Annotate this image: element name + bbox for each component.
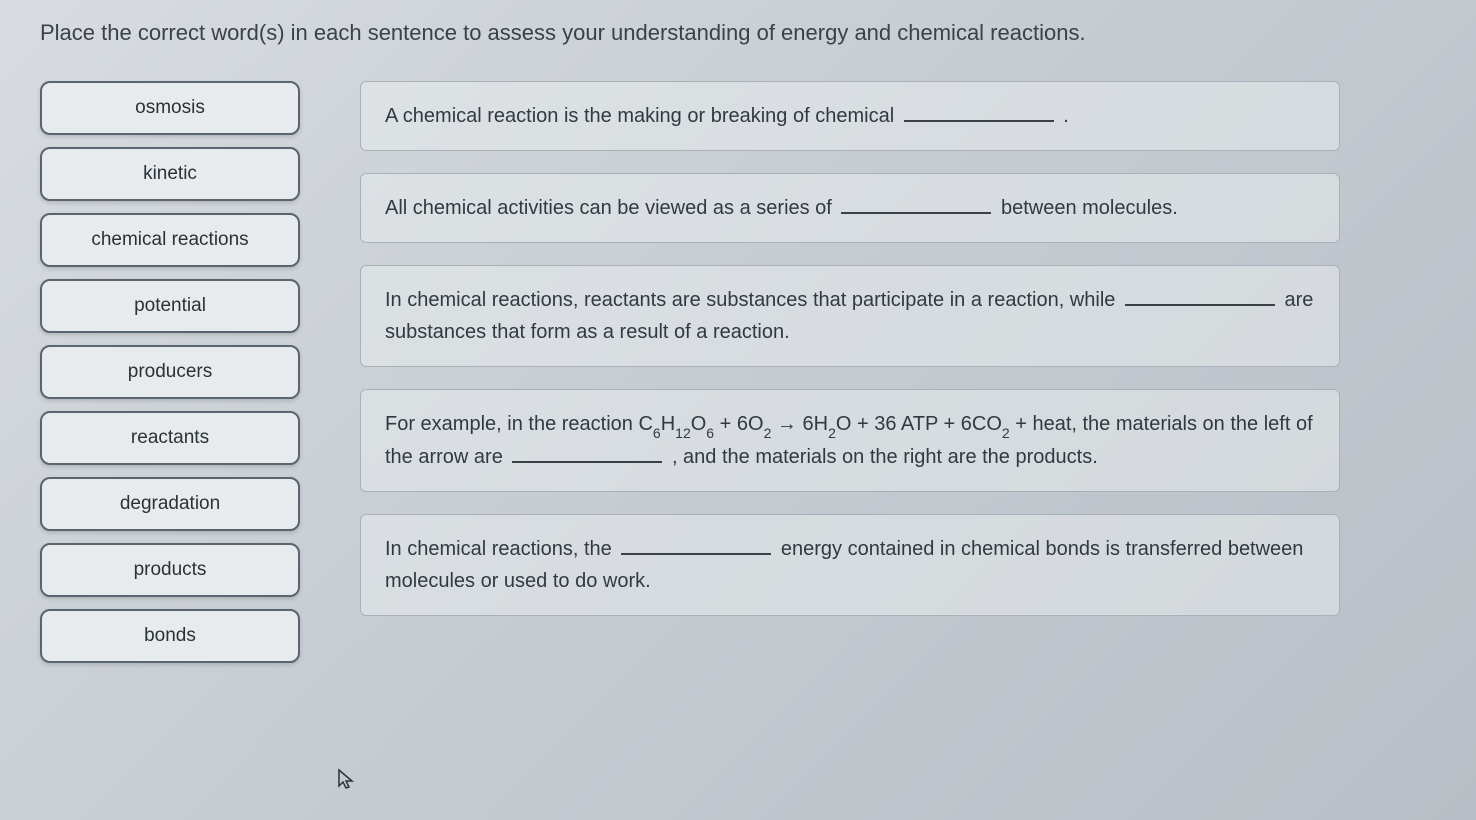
word-bank: osmosis kinetic chemical reactions potentia… [40, 81, 300, 663]
sentence-card: In chemical reactions, reactants are sub… [360, 265, 1340, 367]
sentence-text: + 6O [714, 413, 763, 435]
cursor-icon [335, 768, 359, 792]
blank-dropzone[interactable] [1125, 286, 1275, 306]
word-chip-degradation[interactable]: degradation [40, 477, 300, 531]
sentence-card: All chemical activities can be viewed as… [360, 173, 1340, 243]
subscript: 12 [675, 425, 691, 441]
blank-dropzone[interactable] [904, 102, 1054, 122]
blank-dropzone[interactable] [841, 194, 991, 214]
word-chip-bonds[interactable]: bonds [40, 609, 300, 663]
subscript: 2 [1002, 425, 1010, 441]
sentence-text: O [691, 413, 707, 435]
sentences-container: A chemical reaction is the making or bre… [360, 81, 1340, 663]
content-area: osmosis kinetic chemical reactions potentia… [40, 81, 1436, 663]
sentence-text: In chemical reactions, reactants are sub… [385, 289, 1121, 311]
subscript: 2 [828, 425, 836, 441]
sentence-card: A chemical reaction is the making or bre… [360, 81, 1340, 151]
subscript: 6 [706, 425, 714, 441]
word-chip-products[interactable]: products [40, 543, 300, 597]
sentence-text: → 6H [771, 413, 828, 435]
sentence-text: , and the materials on the right are the… [666, 446, 1097, 468]
blank-dropzone[interactable] [512, 443, 662, 463]
subscript: 6 [653, 425, 661, 441]
word-chip-kinetic[interactable]: kinetic [40, 147, 300, 201]
sentence-text: A chemical reaction is the making or bre… [385, 105, 900, 127]
sentence-text: O + 36 ATP + 6CO [836, 413, 1002, 435]
sentence-text: H [661, 413, 675, 435]
word-chip-chemical-reactions[interactable]: chemical reactions [40, 213, 300, 267]
subscript: 2 [764, 425, 772, 441]
instruction-text: Place the correct word(s) in each senten… [40, 20, 1436, 46]
sentence-text: between molecules. [995, 197, 1177, 219]
sentence-text: All chemical activities can be viewed as… [385, 197, 837, 219]
sentence-card: For example, in the reaction C6H12O6 + 6… [360, 389, 1340, 492]
sentence-text: For example, in the reaction C [385, 413, 653, 435]
word-chip-reactants[interactable]: reactants [40, 411, 300, 465]
sentence-text: In chemical reactions, the [385, 538, 617, 560]
word-chip-producers[interactable]: producers [40, 345, 300, 399]
blank-dropzone[interactable] [621, 535, 771, 555]
sentence-card: In chemical reactions, the energy contai… [360, 514, 1340, 616]
word-chip-osmosis[interactable]: osmosis [40, 81, 300, 135]
word-chip-potential[interactable]: potential [40, 279, 300, 333]
sentence-text: . [1058, 105, 1069, 127]
